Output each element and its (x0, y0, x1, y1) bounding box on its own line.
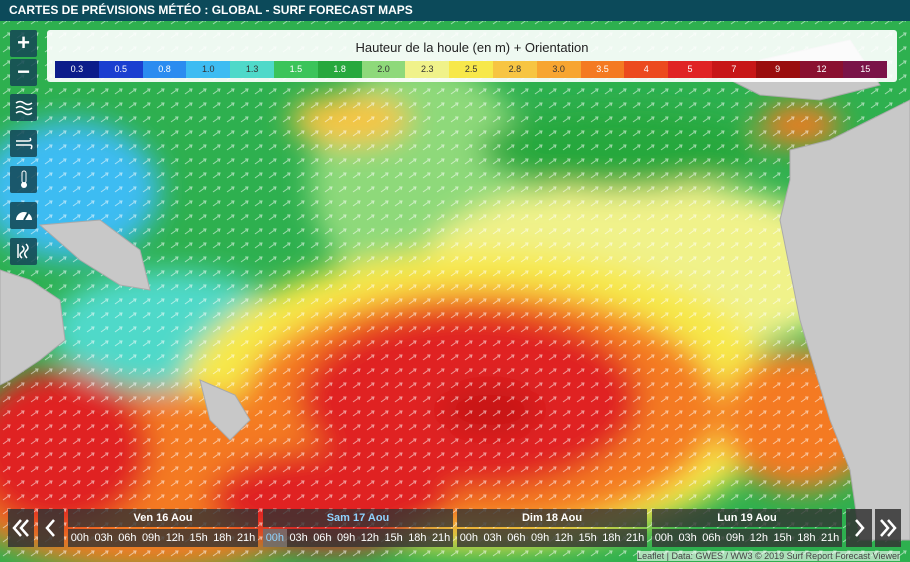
legend-item: 1.0 (186, 61, 231, 78)
day-group: Dim 18 Aou 00h 03h 06h 09h 12h 15h 18h 21h (457, 509, 647, 547)
hour-row: 00h 03h 06h 09h 12h 15h 18h 21h (457, 529, 647, 547)
hour-button[interactable]: 18h (213, 532, 232, 544)
hour-button[interactable]: 12h (749, 532, 769, 544)
day-group: Lun 19 Aou 00h 03h 06h 09h 12h 15h 18h 21h (652, 509, 842, 547)
title-bar: CARTES DE PRÉVISIONS MÉTÉO : GLOBAL - SU… (0, 0, 910, 21)
legend-item: 4 (624, 61, 669, 78)
legend-item: 0.3 (55, 61, 99, 78)
hour-button[interactable]: 12h (360, 532, 380, 544)
hour-button[interactable]: 09h (336, 532, 356, 544)
hour-button[interactable]: 21h (236, 532, 256, 544)
hour-button[interactable]: 15h (773, 532, 792, 544)
hour-button[interactable]: 03h (289, 532, 308, 544)
hour-button[interactable]: 21h (625, 532, 645, 544)
zoom-out[interactable]: − (10, 59, 37, 86)
prev-button[interactable] (38, 509, 64, 547)
hour-row: 00h 03h 06h 09h 12h 15h 18h 21h (652, 529, 842, 547)
hour-button[interactable]: 06h (507, 532, 526, 544)
hour-row: 00h 03h 06h 09h 12h 15h 18h 21h (263, 529, 453, 547)
legend-title: Hauteur de la houle (en m) + Orientation (355, 40, 589, 55)
legend-item: 3.5 (580, 61, 625, 78)
attribution: Leaflet | Data: GWES / WW3 © 2019 Surf R… (637, 551, 900, 561)
legend-item: 1.3 (230, 61, 274, 78)
legend-item: 5 (668, 61, 712, 78)
hour-button[interactable]: 00h (459, 532, 479, 544)
day-label[interactable]: Ven 16 Aou (68, 509, 258, 527)
wave-map[interactable] (0, 21, 910, 562)
legend-item: 3.0 (536, 61, 581, 78)
hour-button[interactable]: 00h (654, 532, 674, 544)
last-button[interactable] (875, 509, 901, 547)
zoom-in[interactable]: + (10, 30, 37, 57)
hour-button[interactable]: 15h (384, 532, 403, 544)
hour-button[interactable]: 03h (483, 532, 502, 544)
hour-button[interactable]: 18h (408, 532, 427, 544)
legend-item: 2.5 (449, 61, 493, 78)
day-label[interactable]: Lun 19 Aou (652, 509, 842, 527)
hour-button[interactable]: 21h (820, 532, 840, 544)
layer-pressure[interactable] (10, 202, 37, 229)
legend-item: 12 (799, 61, 844, 78)
hour-button[interactable]: 15h (189, 532, 208, 544)
legend: Hauteur de la houle (en m) + Orientation… (47, 30, 897, 82)
hour-button[interactable]: 09h (725, 532, 745, 544)
layer-temperature[interactable] (10, 166, 37, 193)
first-button[interactable] (8, 509, 34, 547)
legend-item: 2.8 (492, 61, 537, 78)
hour-button[interactable]: 15h (578, 532, 597, 544)
next-button[interactable] (846, 509, 872, 547)
day-group: Sam 17 Aou 00h 03h 06h 09h 12h 15h 18h 21h (263, 509, 453, 547)
hour-button[interactable]: 12h (165, 532, 185, 544)
hour-button[interactable]: 00h (263, 529, 287, 547)
hour-button[interactable]: 00h (70, 532, 90, 544)
page-title: CARTES DE PRÉVISIONS MÉTÉO : GLOBAL - SU… (9, 3, 413, 17)
legend-item: 9 (755, 61, 800, 78)
legend-item: 0.5 (98, 61, 143, 78)
hour-row: 00h 03h 06h 09h 12h 15h 18h 21h (68, 529, 258, 547)
hour-button[interactable]: 18h (602, 532, 621, 544)
day-group: Ven 16 Aou 00h 03h 06h 09h 12h 15h 18h 21h (68, 509, 258, 547)
legend-item: 2.0 (361, 61, 406, 78)
layer-wind[interactable] (10, 130, 37, 157)
layer-swell[interactable] (10, 94, 37, 121)
hour-button[interactable]: 03h (678, 532, 697, 544)
layer-period[interactable] (10, 238, 37, 265)
hour-button[interactable]: 06h (702, 532, 721, 544)
legend-item: 1.5 (273, 61, 318, 78)
hour-button[interactable]: 09h (141, 532, 161, 544)
day-label[interactable]: Sam 17 Aou (263, 509, 453, 527)
hour-button[interactable]: 21h (431, 532, 451, 544)
data-credit: Data: GWES / WW3 © 2019 Surf Report Fore… (671, 551, 900, 561)
legend-item: 1.8 (317, 61, 362, 78)
hour-button[interactable]: 09h (530, 532, 550, 544)
hour-button[interactable]: 12h (554, 532, 574, 544)
leaflet-link[interactable]: Leaflet (637, 551, 665, 561)
legend-item: 15 (843, 61, 888, 78)
hour-button[interactable]: 03h (94, 532, 113, 544)
hour-button[interactable]: 18h (797, 532, 816, 544)
legend-item: 7 (711, 61, 756, 78)
day-label[interactable]: Dim 18 Aou (457, 509, 647, 527)
legend-item: 0.8 (142, 61, 187, 78)
legend-scale: 0.3 0.5 0.8 1.0 1.3 1.5 1.8 2.0 2.3 2.5 2.8 3.0 3.5 4… (55, 61, 888, 78)
legend-item: 2.3 (405, 61, 450, 78)
hour-button[interactable]: 06h (118, 532, 137, 544)
hour-button[interactable]: 06h (313, 532, 332, 544)
